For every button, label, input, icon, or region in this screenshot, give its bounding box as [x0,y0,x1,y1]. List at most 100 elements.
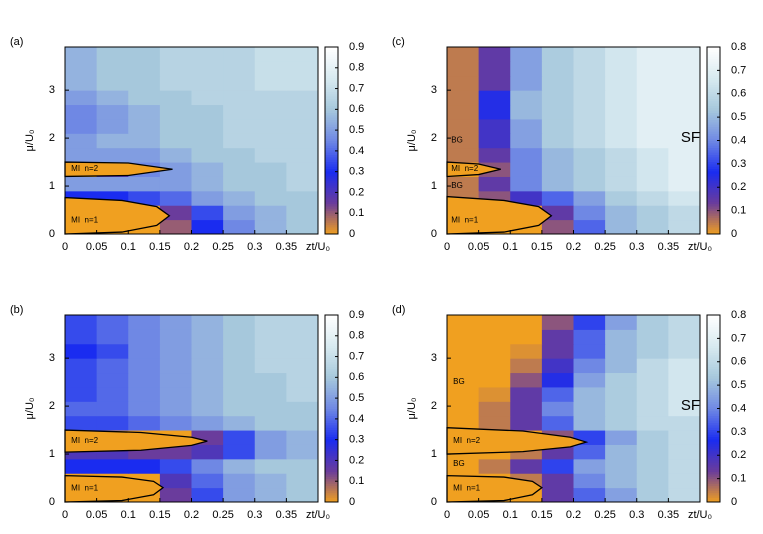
colorbar-tick-label: 0.7 [349,350,364,362]
heatmap-cell [96,315,129,330]
annotation: MI n=1 [453,484,480,493]
colorbar-slice [707,138,720,141]
colorbar-slice [707,499,720,503]
annotation: MI n=1 [71,484,98,493]
colorbar-slice [325,480,338,484]
heatmap-cell [223,343,256,359]
heatmap-cell [478,343,511,359]
heatmap-cell [447,147,480,163]
colorbar-slice [707,366,720,370]
colorbar-tick-label: 0.7 [349,82,364,94]
y-tick-label: 3 [431,84,437,96]
colorbar-slice [707,434,720,438]
colorbar-slice [707,427,720,431]
x-axis-label: zt/U₀ [306,509,330,521]
heatmap-cell [668,190,701,206]
heatmap-cell [159,315,192,330]
colorbar-slice [325,161,338,165]
heatmap-cell [668,430,701,445]
colorbar-slice [325,392,338,395]
heatmap-cell [541,358,574,374]
colorbar-slice [707,184,720,188]
colorbar-slice [325,187,338,191]
heatmap-cell [286,372,319,388]
heatmap-cell [636,190,669,206]
heatmap-cell [636,90,669,106]
heatmap-cell [605,162,638,177]
colorbar-slice [325,375,338,379]
heatmap-cell [636,329,669,345]
x-tick-label: 0 [444,241,450,253]
colorbar-slice [707,329,720,332]
heatmap-cell [223,401,256,417]
heatmap-cell [96,147,129,163]
heatmap-cell [96,372,129,388]
colorbar-slice [325,86,338,90]
colorbar-tick-label: 0.8 [731,41,746,53]
colorbar-slice [707,459,720,463]
colorbar-slice [707,448,720,452]
heatmap-cell [541,401,574,417]
heatmap-cell [254,219,287,235]
colorbar-slice [325,96,338,99]
colorbar-slice [325,478,338,482]
heatmap-cell [191,90,224,106]
heatmap-cell [573,219,606,235]
colorbar-slice [325,121,338,125]
colorbar-slice [707,450,720,454]
colorbar-slice [707,203,720,207]
colorbar-slice [707,142,720,146]
heatmap-cell [541,176,574,192]
colorbar-slice [325,124,338,127]
heatmap-cell [478,315,511,330]
heatmap-cell [159,47,192,62]
colorbar-tick-label: 0 [731,228,737,240]
colorbar-slice [325,222,338,226]
colorbar-slice [325,72,338,76]
heatmap-cell [286,176,319,192]
heatmap-cell [286,329,319,345]
heatmap-cell [191,147,224,163]
colorbar-slice [325,469,338,473]
colorbar-slice [325,473,338,477]
colorbar-slice [325,452,338,456]
heatmap-cell [128,329,161,345]
colorbar-slice [325,203,338,207]
colorbar-slice [325,82,338,85]
heatmap-cell [159,329,192,345]
heatmap-cell [668,176,701,192]
heatmap-cell [191,458,224,474]
colorbar-slice [707,452,720,456]
heatmap-cell [668,61,701,77]
colorbar-slice [707,159,720,163]
colorbar-slice [325,198,338,202]
colorbar-slice [707,140,720,144]
colorbar-slice [707,403,720,407]
panel-label: (b) [10,304,23,316]
heatmap-cell [65,104,98,120]
heatmap-cell [573,401,606,417]
colorbar-slice [707,114,720,118]
colorbar-slice [707,413,720,417]
colorbar-slice [707,354,720,358]
x-tick-label: 0.35 [276,241,297,253]
colorbar-slice [325,364,338,367]
heatmap-cell [191,190,224,206]
colorbar-tick-label: 0 [731,496,737,508]
heatmap-cell [65,343,98,359]
colorbar-tick-label: 0.3 [731,426,746,438]
colorbar-slice [707,319,720,323]
colorbar-slice [325,340,338,344]
colorbar-slice [325,54,338,57]
heatmap-cell [668,458,701,474]
colorbar-slice [325,89,338,92]
colorbar-slice [707,359,720,363]
heatmap-cell [573,133,606,149]
heatmap-cell [668,162,701,177]
colorbar-slice [325,487,338,491]
y-axis-label: μ/U₀ [406,130,418,152]
heatmap-cell [478,133,511,149]
colorbar-slice [325,149,338,153]
heatmap-cell [159,90,192,106]
